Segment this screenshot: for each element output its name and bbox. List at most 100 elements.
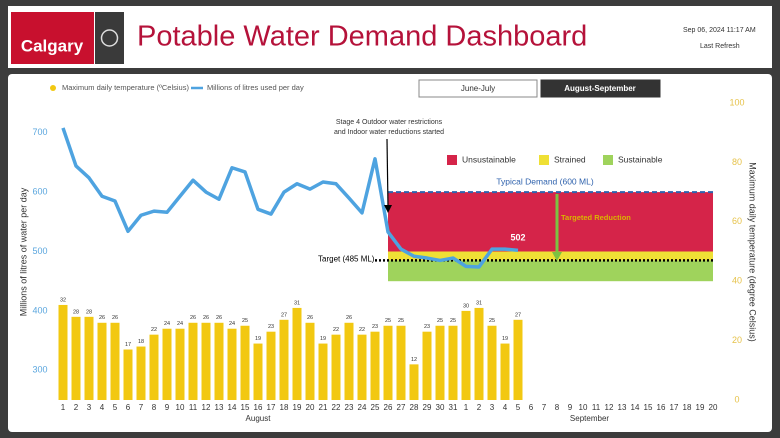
bar — [71, 316, 81, 400]
x-tick-label: 9 — [165, 403, 170, 412]
y-tick-label: 500 — [32, 246, 47, 256]
y2-tick-label: 0 — [734, 394, 739, 404]
zone — [388, 251, 713, 261]
x-tick-label: 3 — [87, 403, 92, 412]
x-tick-label: 12 — [202, 403, 211, 412]
bar-value-label: 25 — [242, 318, 248, 324]
annotation: Targeted Reduction — [561, 213, 631, 222]
bar — [474, 307, 484, 400]
y2-axis-title: Maximum daily temperature (degree Celsiu… — [748, 162, 758, 342]
x-tick-label: 18 — [683, 403, 692, 412]
bar — [240, 325, 250, 400]
bar-value-label: 25 — [450, 318, 456, 324]
annotation: and Indoor water reductions started — [334, 129, 444, 136]
refresh-label: Last Refresh — [700, 43, 740, 50]
x-tick-label: 25 — [371, 403, 380, 412]
logo-box — [11, 12, 94, 64]
bar-value-label: 24 — [164, 321, 170, 327]
x-tick-label: 1 — [464, 403, 469, 412]
bar — [58, 304, 68, 400]
bar — [123, 349, 133, 400]
y2-tick-label: 80 — [732, 157, 742, 167]
bar — [344, 322, 354, 400]
zone-legend-swatch — [539, 155, 549, 165]
bar — [396, 325, 406, 400]
zone-legend-label: Strained — [554, 154, 586, 164]
bar — [214, 322, 224, 400]
zone-legend-swatch — [447, 155, 457, 165]
bar-value-label: 26 — [99, 315, 105, 321]
bar — [318, 343, 328, 400]
y-tick-label: 300 — [32, 365, 47, 375]
bar-value-label: 22 — [333, 327, 339, 333]
bar-value-label: 24 — [229, 321, 235, 327]
x-tick-label: 30 — [436, 403, 445, 412]
legend-label: Maximum daily temperature (ºCelsius) — [62, 83, 189, 92]
bar — [188, 322, 198, 400]
bar-value-label: 24 — [177, 321, 183, 327]
zone — [388, 260, 713, 282]
page-title: Potable Water Demand Dashboard — [137, 21, 587, 53]
bar-value-label: 32 — [60, 297, 66, 303]
bar-value-label: 25 — [437, 318, 443, 324]
bar-value-label: 22 — [151, 327, 157, 333]
header-bg — [8, 6, 772, 68]
x-tick-label: 5 — [113, 403, 118, 412]
x-tick-label: 8 — [152, 403, 157, 412]
zone-legend-swatch — [603, 155, 613, 165]
x-tick-label: 14 — [631, 403, 640, 412]
bar-value-label: 18 — [138, 339, 144, 345]
bar-value-label: 26 — [307, 315, 313, 321]
filter-label[interactable]: June-July — [461, 84, 495, 93]
x-tick-label: 2 — [74, 403, 79, 412]
bar-value-label: 22 — [359, 327, 365, 333]
x-tick-label: 3 — [490, 403, 495, 412]
bar — [84, 316, 94, 400]
bar — [110, 322, 120, 400]
x-tick-label: 24 — [358, 403, 367, 412]
filter-button[interactable] — [540, 79, 661, 98]
bar — [279, 319, 289, 400]
y-tick-label: 400 — [32, 305, 47, 315]
x-tick-label: 6 — [126, 403, 131, 412]
filter-label[interactable]: August-September — [564, 84, 636, 93]
bar — [201, 322, 211, 400]
x-tick-label: 6 — [529, 403, 534, 412]
zone-legend-label: Sustainable — [618, 154, 663, 164]
x-tick-label: 5 — [516, 403, 521, 412]
x-tick-label: 2 — [477, 403, 482, 412]
legend-swatch — [50, 85, 56, 91]
bar-value-label: 25 — [489, 318, 495, 324]
bar — [253, 343, 263, 400]
bar — [266, 331, 276, 400]
filter-button[interactable] — [418, 79, 538, 98]
reference-label: Target (485 ML) — [318, 255, 375, 264]
bar-value-label: 31 — [476, 300, 482, 306]
bar — [97, 322, 107, 400]
logo-text: Calgary — [21, 36, 84, 55]
x-tick-label: 31 — [449, 403, 458, 412]
bar-value-label: 27 — [515, 312, 521, 318]
x-group-label: August — [246, 414, 272, 423]
x-tick-label: 13 — [618, 403, 627, 412]
x-tick-label: 11 — [189, 403, 198, 412]
y2-tick-label: 100 — [729, 97, 744, 107]
bar-value-label: 26 — [203, 315, 209, 321]
bar-value-label: 12 — [411, 357, 417, 363]
bar — [162, 328, 172, 400]
x-tick-label: 17 — [670, 403, 679, 412]
bar-value-label: 23 — [424, 324, 430, 330]
x-tick-label: 10 — [176, 403, 185, 412]
bar — [357, 334, 367, 400]
x-tick-label: 10 — [579, 403, 588, 412]
bar — [292, 307, 302, 400]
reduction-arrowhead — [552, 252, 562, 261]
bar-value-label: 23 — [268, 324, 274, 330]
bar — [149, 334, 159, 400]
bar-value-label: 28 — [86, 309, 92, 315]
bar-value-label: 30 — [463, 303, 469, 309]
x-tick-label: 17 — [267, 403, 276, 412]
bar — [383, 325, 393, 400]
bar — [370, 331, 380, 400]
x-tick-label: 20 — [709, 403, 718, 412]
